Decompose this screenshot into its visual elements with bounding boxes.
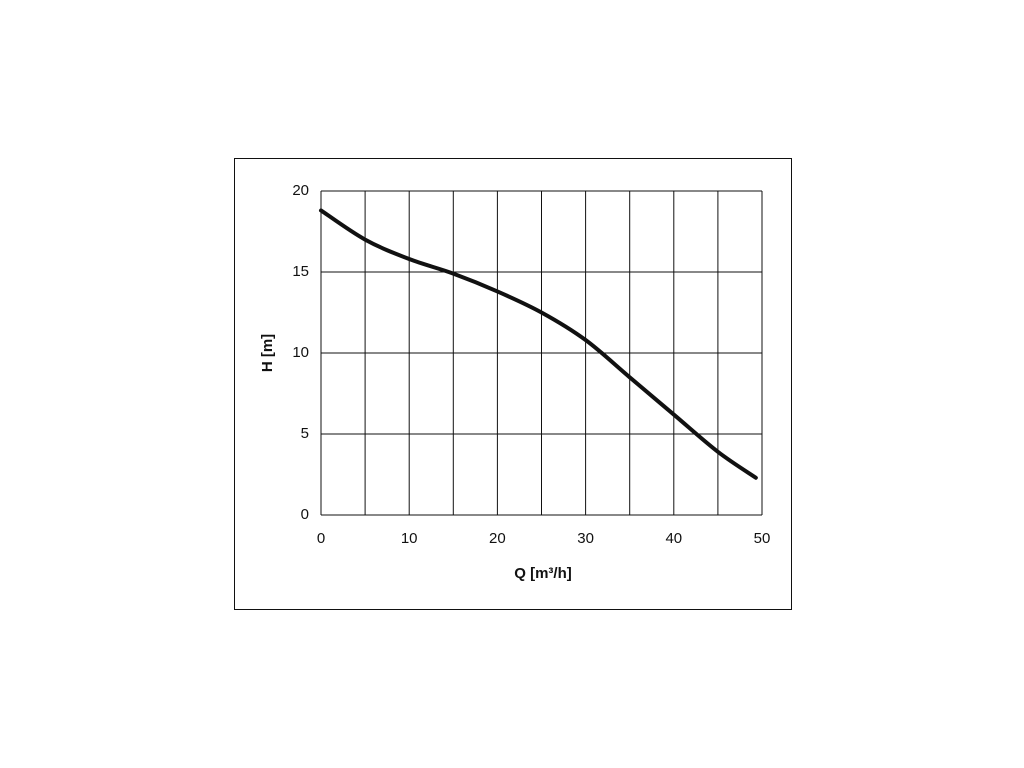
x-tick-label: 50 <box>754 530 771 547</box>
x-tick-label: 0 <box>317 530 325 547</box>
y-tick-label: 15 <box>292 263 309 280</box>
x-tick-label: 40 <box>665 530 682 547</box>
x-tick-label: 30 <box>577 530 594 547</box>
y-tick-label: 0 <box>301 506 309 523</box>
curve <box>319 208 758 480</box>
chart-frame <box>234 158 792 610</box>
x-axis-label: Q [m³/h] <box>514 565 572 582</box>
y-tick-label: 5 <box>301 425 309 442</box>
x-tick-label: 10 <box>401 530 418 547</box>
y-tick-label: 20 <box>292 182 309 199</box>
x-tick-label: 20 <box>489 530 506 547</box>
y-axis-label: H [m] <box>259 334 276 372</box>
y-tick-label: 10 <box>292 344 309 361</box>
